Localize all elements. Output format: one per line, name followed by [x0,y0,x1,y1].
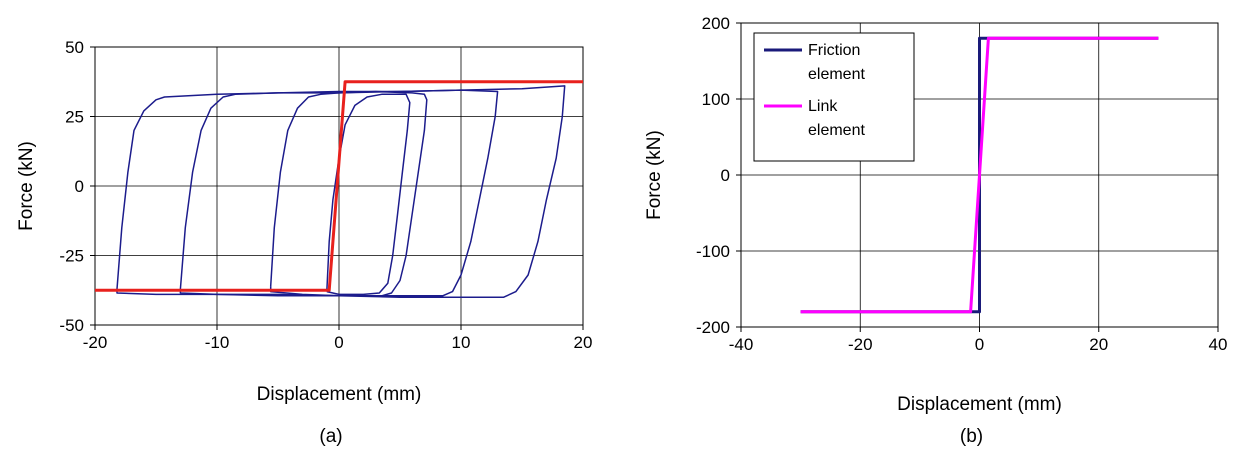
legend-entry-2: Link element [808,98,865,139]
series-line-3 [269,90,428,297]
x-tick-label: 20 [574,333,593,352]
series-line-5 [95,80,583,292]
y-tick-label: -100 [696,242,730,261]
y-tick-label: 25 [65,108,84,127]
legend [753,32,915,162]
y-axis-label: Force (kN) [16,141,37,231]
x-tick-label: -10 [205,333,230,352]
series-line-1 [116,85,566,298]
y-tick-label: 100 [702,90,730,109]
legend-entry-1: Friction element [808,42,865,83]
panel-label: (a) [319,426,342,447]
y-tick-label: -50 [59,316,84,335]
series-line-2 [800,36,1159,314]
x-axis-label: Displacement (mm) [257,384,422,405]
y-tick-label: 0 [721,166,730,185]
x-tick-label: -20 [83,333,108,352]
y-tick-label: -25 [59,247,84,266]
chart-panel-a: -20 -10 0 10 20 -50 -25 0 25 50 Displacement (mm) F… [16,38,592,447]
x-axis-label: Displacement (mm) [897,394,1062,415]
x-tick-label: 0 [334,333,343,352]
x-tick-label: 20 [1089,335,1108,354]
x-tick-label: 40 [1209,335,1228,354]
x-tick-label: -40 [729,335,754,354]
y-tick-label: 0 [75,177,84,196]
y-axis-label: Force (kN) [644,130,665,220]
y-tick-label: -200 [696,318,730,337]
y-tick-label: 50 [65,38,84,57]
x-tick-label: -20 [848,335,873,354]
x-tick-label: 10 [452,333,471,352]
x-tick-label: 0 [975,335,984,354]
y-tick-label: 200 [702,14,730,33]
panel-label: (b) [960,426,983,447]
